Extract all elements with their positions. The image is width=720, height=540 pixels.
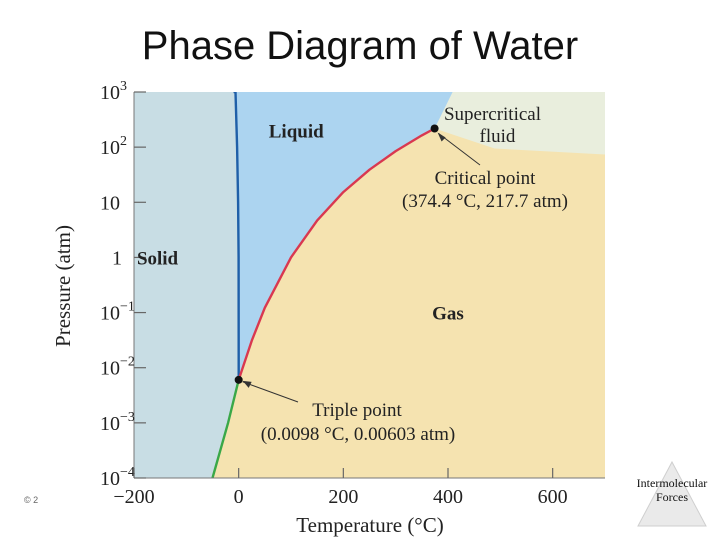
supercritical-label-line2: fluid [480, 126, 516, 147]
critical-point-leader [438, 133, 481, 166]
x-tick-label: −200 [113, 486, 154, 508]
footer-label: Intermolecular Forces [636, 476, 708, 504]
liquid-region [235, 92, 453, 380]
vaporization-curve [237, 127, 436, 381]
y-tick-label: 10−3 [100, 410, 135, 435]
solid-label: Solid [137, 248, 179, 269]
supercritical-label: Supercritical [444, 104, 541, 125]
y-tick-label: 103 [100, 79, 127, 104]
x-axis-label: Temperature (°C) [296, 513, 443, 537]
gas-label: Gas [432, 304, 464, 325]
page-title: Phase Diagram of Water [141, 24, 579, 68]
y-tick-label: 102 [100, 134, 127, 159]
liquid-label: Liquid [269, 122, 324, 143]
x-tick-label: 400 [433, 486, 463, 508]
critical-point-coords: (374.4 °C, 217.7 atm) [402, 191, 568, 212]
copyright-text: © 2 [24, 495, 39, 505]
critical-point-label: Critical point [435, 168, 537, 189]
triple-point-label: Triple point [312, 400, 402, 421]
y-axis-label: Pressure (atm) [51, 225, 75, 347]
sublimation-curve [211, 379, 240, 478]
triple-point-arrow [242, 380, 252, 388]
y-tick-label: 10−4 [100, 465, 135, 490]
y-tick-label: 10 [100, 192, 120, 214]
x-tick-label: 200 [328, 486, 358, 508]
y-tick-label: 1 [112, 247, 122, 269]
critical-point-arrow [437, 132, 446, 142]
triple-point-marker [234, 375, 243, 384]
supercritical-region [434, 92, 605, 155]
x-tick-label: 600 [538, 486, 568, 508]
melting-curve [234, 92, 240, 380]
triple-point-coords: (0.0098 °C, 0.00603 atm) [261, 424, 455, 445]
critical-point-marker [430, 124, 439, 133]
triple-point-leader [242, 381, 299, 403]
x-tick-label: 0 [234, 486, 244, 508]
footer-triangle-icon [637, 460, 707, 527]
y-tick-label: 10−2 [100, 355, 135, 380]
solid-region [134, 92, 239, 478]
y-tick-label: 10−1 [100, 300, 135, 325]
